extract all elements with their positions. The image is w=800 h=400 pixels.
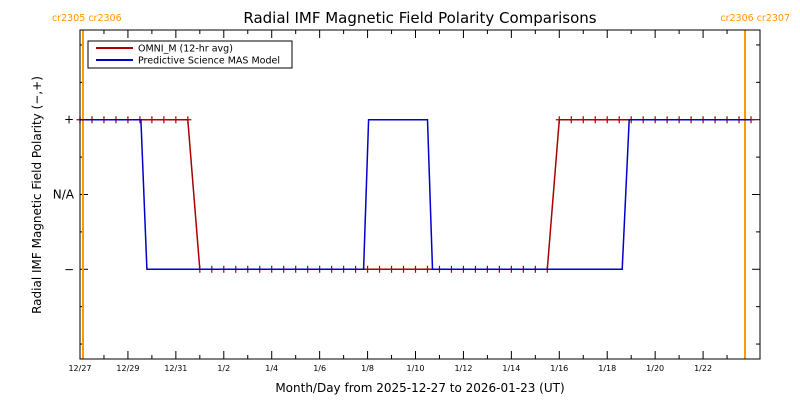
series-layer — [76, 116, 755, 273]
x-tick-label-13: 1/22 — [694, 364, 712, 373]
series-0-point-45 — [615, 116, 623, 124]
x-tick-label-7: 1/10 — [407, 364, 425, 373]
x-tick-label-5: 1/6 — [313, 364, 326, 373]
series-0-point-27 — [400, 265, 408, 273]
series-0-point-40 — [555, 116, 563, 124]
x-tick-label-9: 1/14 — [502, 364, 520, 373]
y-tick-label-2: − — [64, 262, 74, 276]
series-0-point-43 — [591, 116, 599, 124]
series-0-point-41 — [567, 116, 575, 124]
chart-title: Radial IMF Magnetic Field Polarity Compa… — [243, 9, 596, 27]
series-0-point-26 — [388, 265, 396, 273]
x-tick-label-2: 12/31 — [164, 364, 187, 373]
legend-box — [87, 40, 293, 69]
x-tick-label-8: 1/12 — [454, 364, 472, 373]
x-tick-label-6: 1/8 — [361, 364, 374, 373]
x-tick-label-1: 12/29 — [116, 364, 139, 373]
series-0-point-44 — [603, 116, 611, 124]
legend-label-model: Predictive Science MAS Model — [138, 56, 280, 67]
series-0-point-9 — [184, 116, 192, 124]
series-0-point-29 — [423, 265, 431, 273]
x-tick-label-4: 1/4 — [265, 364, 278, 373]
y-axis-label: Radial IMF Magnetic Field Polarity (−,+) — [30, 76, 44, 314]
series-0-point-24 — [364, 265, 372, 273]
ticks-layer: 12/27 12/29 12/31 1/2 1/4 1/6 1/8 1/10 1/12 1/14 1… — [53, 30, 760, 373]
legend: OMNI_M (12-hr avg) Predictive Science MA… — [87, 40, 293, 69]
x-tick-label-10: 1/16 — [550, 364, 568, 373]
x-tick-label-3: 1/2 — [217, 364, 230, 373]
carrington-label-1: cr2306 cr2307 — [720, 13, 790, 24]
carrington-markers: cr2305 cr2306 cr2306 cr2307 — [52, 13, 790, 359]
x-tick-label-11: 1/18 — [598, 364, 616, 373]
series-0-point-28 — [412, 265, 420, 273]
x-tick-label-0: 12/27 — [68, 364, 91, 373]
series-0-point-8 — [172, 116, 180, 124]
series-0-point-7 — [160, 116, 168, 124]
plot-frame — [79, 29, 761, 360]
legend-label-omni: OMNI_M (12-hr avg) — [138, 44, 233, 55]
y-tick-label-1: N/A — [53, 188, 75, 202]
series-0-point-25 — [376, 265, 384, 273]
carrington-label-0: cr2305 cr2306 — [52, 13, 122, 24]
x-tick-label-12: 1/20 — [646, 364, 664, 373]
y-tick-label-0: + — [64, 113, 74, 127]
series-0-point-6 — [148, 116, 156, 124]
series-0-point-42 — [579, 116, 587, 124]
x-axis-label: Month/Day from 2025-12-27 to 2026-01-23 … — [275, 381, 564, 395]
series-line-1 — [80, 118, 751, 271]
